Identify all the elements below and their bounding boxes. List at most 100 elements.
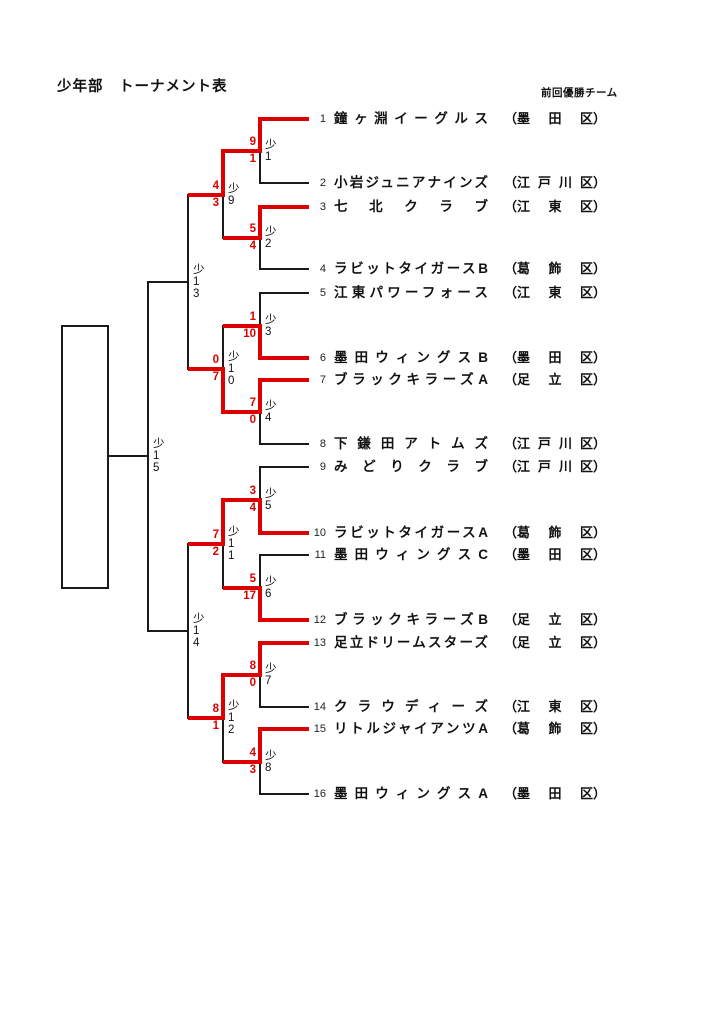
champion-box <box>61 325 109 589</box>
team-name: 江東パワーフォース <box>334 285 488 300</box>
district-name: 江戸川区 <box>517 436 594 451</box>
bracket-line <box>147 280 149 632</box>
team-district: （江戸川区） <box>504 457 606 477</box>
winner-line <box>221 498 225 546</box>
team-district: （足立区） <box>504 633 606 653</box>
match-score-bottom: 1 <box>212 720 219 733</box>
match-score-top: 7 <box>212 528 219 541</box>
district-name: 江東区 <box>517 199 594 214</box>
winner-line <box>188 192 223 197</box>
final-line <box>109 455 148 458</box>
bracket-line <box>259 292 261 327</box>
district-name: 墨田区 <box>517 350 594 365</box>
winner-line <box>258 641 262 677</box>
team-district: （江戸川区） <box>504 173 606 193</box>
match-label: 少 7 <box>265 663 277 687</box>
team-number: 1 <box>319 113 326 125</box>
winner-line <box>258 323 262 360</box>
team-number: 10 <box>313 527 326 539</box>
team-district: （足立区） <box>504 370 606 390</box>
bracket-line <box>222 193 224 239</box>
team-number: 2 <box>319 177 326 189</box>
bracket-line <box>259 674 261 708</box>
team-number: 4 <box>319 263 326 275</box>
match-score-top: 0 <box>212 353 219 366</box>
match-score-top: 1 <box>249 310 256 323</box>
district-name: 足立区 <box>517 612 594 627</box>
district-name: 葛飾区 <box>517 721 594 736</box>
team-line <box>260 618 309 622</box>
team-name: ブラックキラーズA <box>334 372 488 387</box>
match-score-bottom: 17 <box>243 589 256 602</box>
team-line <box>260 292 309 294</box>
team-line <box>260 268 309 270</box>
team-number: 13 <box>313 637 326 649</box>
district-name: 江戸川区 <box>517 175 594 190</box>
match-label: 少 1 5 <box>153 438 165 475</box>
match-label: 少 1 0 <box>228 350 240 387</box>
team-name: 足立ドリームスターズ <box>334 635 488 650</box>
match-score-bottom: 3 <box>212 196 219 209</box>
match-label: 少 1 2 <box>228 700 240 737</box>
district-name: 江東区 <box>517 285 594 300</box>
district-name: 足立区 <box>517 635 594 650</box>
team-line <box>260 727 309 731</box>
district-name: 江東区 <box>517 699 594 714</box>
winner-line <box>223 759 260 764</box>
team-number: 5 <box>319 287 326 299</box>
match-score-top: 5 <box>249 572 256 585</box>
team-name: 墨田ウィングスA <box>334 786 488 801</box>
team-name: ラビットタイガースA <box>334 525 488 540</box>
team-district: （江東区） <box>504 283 606 303</box>
team-name: 下鎌田アトムズ <box>334 436 488 451</box>
team-line <box>260 793 309 795</box>
match-score-bottom: 2 <box>212 545 219 558</box>
match-label: 少 2 <box>265 226 277 250</box>
match-score-top: 8 <box>249 660 256 672</box>
match-label: 少 3 <box>265 313 277 338</box>
team-district: （江東区） <box>504 697 606 717</box>
match-score-top: 4 <box>249 746 256 759</box>
previous-champion-note: 前回優勝チーム <box>541 87 618 99</box>
match-label: 少 1 1 <box>228 525 240 562</box>
match-score-top: 3 <box>249 485 256 497</box>
team-line <box>260 554 309 556</box>
team-line <box>260 641 309 645</box>
team-line <box>260 205 309 209</box>
team-district: （墨田区） <box>504 784 606 804</box>
match-label: 少 1 3 <box>193 263 205 300</box>
team-line <box>260 356 309 360</box>
bracket-line <box>148 630 188 632</box>
bracket-line <box>259 411 261 445</box>
winner-line <box>223 498 260 502</box>
district-name: 葛飾区 <box>517 261 594 276</box>
team-name: みどりクラブ <box>334 459 488 474</box>
match-score-bottom: 0 <box>249 414 256 426</box>
team-line <box>260 706 309 708</box>
bracket-line <box>222 542 224 589</box>
team-district: （葛飾区） <box>504 719 606 739</box>
team-district: （江戸川区） <box>504 434 606 454</box>
bracket-line <box>148 280 188 283</box>
district-name: 墨田区 <box>517 547 594 562</box>
winner-line <box>221 673 225 721</box>
team-name: 墨田ウィングスC <box>334 547 488 562</box>
winner-line <box>221 366 225 414</box>
winner-line <box>258 205 262 240</box>
team-line <box>260 117 309 121</box>
team-number: 16 <box>313 788 326 800</box>
winner-line <box>223 585 260 590</box>
match-label: 少 1 <box>265 139 277 163</box>
team-line <box>260 182 309 184</box>
winner-line <box>258 727 262 764</box>
match-label: 少 9 <box>228 182 240 207</box>
district-name: 足立区 <box>517 372 594 387</box>
bracket-line <box>222 717 224 763</box>
team-number: 8 <box>319 438 326 450</box>
match-label: 少 5 <box>265 488 277 512</box>
winner-line <box>258 585 262 622</box>
bracket-line <box>259 237 261 270</box>
match-label: 少 4 <box>265 400 277 424</box>
team-district: （葛飾区） <box>504 259 606 279</box>
